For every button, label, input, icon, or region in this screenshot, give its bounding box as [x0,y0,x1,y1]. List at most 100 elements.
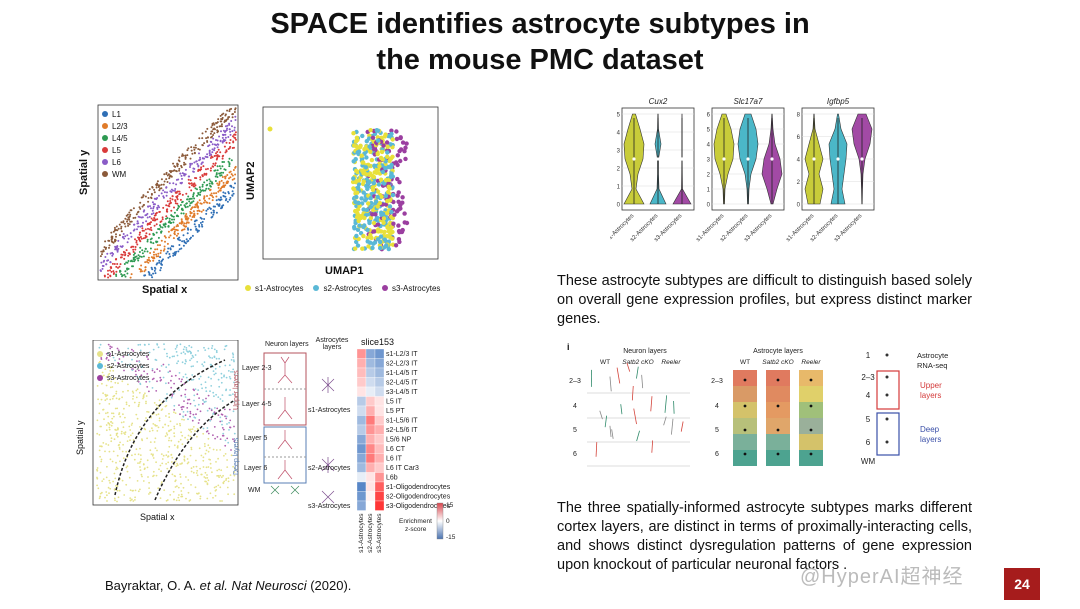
bottom-spatial-point [195,459,197,462]
bottom-spatial-point [212,496,214,499]
spatial-point [196,209,199,212]
spatial-point [156,197,159,199]
spatial-point [220,186,223,189]
spatial-point [222,194,225,197]
bottom-spatial-point [202,427,205,430]
bottom-spatial-point [131,432,134,435]
umap-point [385,150,390,155]
spatial-point [211,148,214,151]
rnaseq-dot [885,417,889,421]
spatial-point [144,247,147,250]
spatial-point [156,244,159,247]
heatmap-row-label: s1-L5/6 IT [386,418,418,425]
umap-point [356,178,362,183]
panel-i-strip-dot [743,428,747,432]
heatmap-cell [374,386,385,397]
bottom-spatial-point [132,395,135,398]
bottom-spatial-point [109,434,112,437]
spatial-point [177,238,180,241]
bottom-spatial-point [116,485,119,488]
umap-point [387,198,393,203]
page-number: 24 [1004,568,1040,600]
bottom-spatial-point [139,382,142,385]
bottom-spatial-point [115,429,117,431]
panel-i-strip-dot [776,428,780,432]
bottom-spatial-point [104,365,107,367]
violin-median [656,157,660,161]
bottom-spatial-point [101,445,103,448]
spatial-point [160,183,163,186]
bottom-spatial-point [139,460,142,463]
spatial-point [187,147,190,150]
spatial-xlabel: Spatial x [142,284,188,296]
heatmap-row-label: L6 IT Car3 [386,465,419,472]
spatial-point [130,259,133,262]
bottom-spatial-point [117,362,119,364]
spatial-point [228,110,231,113]
spatial-point [192,214,195,217]
spatial-point [115,235,117,238]
legend-label: L2/3 [112,121,128,131]
spatial-point [117,239,120,242]
bottom-spatial-point [191,354,194,357]
spatial-point [191,162,193,165]
spatial-point [212,211,215,214]
spatial-point [216,126,219,129]
spatial-point [186,227,189,230]
spatial-point [175,183,178,186]
spatial-point [209,132,212,135]
spatial-point [228,177,230,180]
bottom-spatial-point [167,363,170,366]
umap-point [360,168,365,174]
bottom-spatial-point [146,410,148,413]
bottom-spatial-point [165,382,167,385]
panel-i-strip-dot [776,404,780,408]
bottom-spatial-point [219,500,222,502]
bottom-spatial-point [110,376,112,379]
spatial-point [141,224,144,227]
bottom-spatial-point [108,422,110,425]
bottom-spatial-point [170,375,173,377]
spatial-point [126,218,129,221]
spatial-point [173,226,176,229]
bottom-spatial-point [147,476,149,478]
heatmap-cell [365,453,376,464]
bottom-spatial-point [223,348,226,351]
violin-ytick: 0 [797,203,801,209]
umap-legend: s1-Astrocytes s2-Astrocytes s3-Astrocytes [245,282,440,294]
bottom-spatial-point [140,458,142,461]
heatmap-cell [365,396,376,407]
spatial-point [220,130,222,133]
spatial-point [175,170,178,172]
umap-point [377,200,382,206]
bottom-spatial-point [101,371,104,374]
bottom-spatial-point [113,394,116,397]
bottom-spatial-point [182,351,185,353]
heatmap-cell [356,434,367,445]
violin-canvas: Cux2012345s1-Astrocytess2-Astrocytess3-A… [605,97,875,243]
spatial-point [181,155,183,157]
bottom-spatial-point [170,386,173,389]
spatial-point [217,143,220,146]
spatial-point [141,216,144,219]
spatial-point [224,195,227,198]
umap-point [375,138,381,143]
spatial-point [146,238,149,241]
bottom-spatial-point [149,441,152,443]
panel-i-row-label: 4 [573,403,577,410]
bottom-spatial-point [154,424,157,427]
spatial-point [173,189,176,192]
spatial-point [143,270,146,273]
bottom-spatial-point [108,450,111,453]
bottom-spatial-point [194,486,197,489]
bottom-spatial-point [144,344,146,346]
bottom-spatial-point [119,460,121,463]
panel-i-neuron-sketch [599,410,603,420]
umap-point [361,190,366,195]
spatial-point [132,250,135,253]
spatial-point [174,200,177,203]
bottom-spatial-point [229,394,232,396]
umap-legend-item: s1-Astrocytes [245,282,303,294]
bottom-spatial-point [219,416,222,419]
bottom-spatial-point [121,450,124,453]
